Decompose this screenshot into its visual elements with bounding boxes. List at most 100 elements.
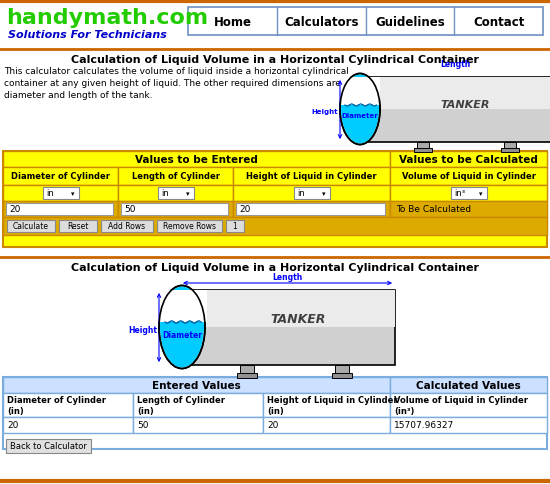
FancyBboxPatch shape (263, 393, 390, 417)
Text: ▾: ▾ (185, 191, 189, 197)
FancyBboxPatch shape (101, 221, 153, 232)
FancyBboxPatch shape (226, 221, 244, 232)
Text: (in): (in) (137, 407, 154, 416)
FancyBboxPatch shape (3, 377, 547, 449)
FancyBboxPatch shape (3, 151, 547, 247)
FancyBboxPatch shape (390, 377, 547, 393)
FancyBboxPatch shape (133, 393, 263, 417)
FancyBboxPatch shape (390, 186, 547, 201)
FancyBboxPatch shape (390, 417, 547, 433)
Text: Height of Liquid in Cylinder: Height of Liquid in Cylinder (246, 172, 377, 181)
Text: 50: 50 (137, 421, 148, 430)
FancyBboxPatch shape (233, 167, 390, 186)
FancyBboxPatch shape (3, 167, 118, 186)
FancyBboxPatch shape (233, 201, 390, 217)
Text: 15707.96327: 15707.96327 (394, 421, 454, 430)
Text: Guidelines: Guidelines (375, 15, 445, 29)
FancyBboxPatch shape (180, 290, 395, 365)
Text: Home: Home (213, 15, 251, 29)
Text: TANKER: TANKER (441, 100, 490, 110)
FancyBboxPatch shape (118, 186, 233, 201)
FancyBboxPatch shape (358, 78, 550, 143)
FancyBboxPatch shape (236, 204, 385, 215)
Text: Height of Liquid in Cylinder: Height of Liquid in Cylinder (267, 396, 398, 405)
FancyBboxPatch shape (3, 151, 390, 167)
FancyBboxPatch shape (233, 186, 390, 201)
Text: Length: Length (440, 60, 470, 69)
Text: TANKER: TANKER (271, 313, 326, 326)
Text: 20: 20 (7, 421, 18, 430)
Text: 20: 20 (239, 205, 250, 214)
FancyBboxPatch shape (294, 188, 329, 199)
FancyBboxPatch shape (263, 417, 390, 433)
FancyBboxPatch shape (416, 143, 428, 151)
Text: in: in (47, 189, 54, 198)
Text: Volume of Liquid in Cylinder: Volume of Liquid in Cylinder (402, 172, 536, 181)
Text: Length of Cylinder: Length of Cylinder (131, 172, 219, 181)
Text: ▾: ▾ (70, 191, 74, 197)
FancyBboxPatch shape (237, 373, 257, 378)
Text: Diameter: Diameter (162, 331, 202, 340)
Text: Add Rows: Add Rows (108, 222, 146, 231)
FancyBboxPatch shape (121, 204, 228, 215)
FancyBboxPatch shape (7, 221, 55, 232)
FancyBboxPatch shape (390, 201, 547, 217)
Text: (in): (in) (267, 407, 284, 416)
FancyBboxPatch shape (157, 188, 194, 199)
Text: Remove Rows: Remove Rows (163, 222, 216, 231)
Text: Length: Length (272, 272, 302, 281)
FancyBboxPatch shape (180, 290, 395, 327)
Text: Values to be Calculated: Values to be Calculated (399, 155, 538, 165)
FancyBboxPatch shape (390, 393, 547, 417)
FancyBboxPatch shape (3, 186, 118, 201)
Text: Diameter: Diameter (342, 113, 378, 119)
FancyBboxPatch shape (3, 201, 118, 217)
FancyBboxPatch shape (118, 201, 233, 217)
FancyBboxPatch shape (133, 417, 263, 433)
FancyBboxPatch shape (390, 167, 547, 186)
Text: This calculator calculates the volume of liquid inside a horizontal cylindrical
: This calculator calculates the volume of… (4, 67, 359, 99)
FancyBboxPatch shape (6, 439, 91, 453)
Text: Back to Calculator: Back to Calculator (9, 441, 86, 451)
Text: ▾: ▾ (322, 191, 325, 197)
FancyBboxPatch shape (3, 217, 547, 236)
Text: ▾: ▾ (478, 191, 482, 197)
FancyBboxPatch shape (6, 204, 113, 215)
Text: 20: 20 (267, 421, 278, 430)
Text: in³: in³ (454, 189, 466, 198)
Bar (340, 78, 380, 106)
FancyBboxPatch shape (3, 417, 133, 433)
Text: 20: 20 (9, 205, 20, 214)
FancyBboxPatch shape (390, 151, 547, 167)
FancyBboxPatch shape (358, 78, 550, 110)
Text: Values to be Entered: Values to be Entered (135, 155, 258, 165)
FancyBboxPatch shape (188, 8, 543, 36)
Text: Calculators: Calculators (284, 15, 359, 29)
FancyBboxPatch shape (501, 149, 519, 152)
Text: Height: Height (128, 326, 157, 335)
Ellipse shape (160, 287, 204, 368)
Text: To Be Calculated: To Be Calculated (396, 205, 471, 214)
FancyBboxPatch shape (504, 143, 516, 151)
FancyBboxPatch shape (59, 221, 97, 232)
Text: Diameter of Cylinder: Diameter of Cylinder (7, 396, 106, 405)
Text: Entered Values: Entered Values (152, 380, 241, 390)
Text: Calculate: Calculate (13, 222, 49, 231)
FancyBboxPatch shape (240, 365, 254, 375)
FancyBboxPatch shape (335, 365, 349, 375)
FancyBboxPatch shape (118, 167, 233, 186)
Text: Diameter of Cylinder: Diameter of Cylinder (11, 172, 110, 181)
Text: 50: 50 (124, 205, 135, 214)
Text: (in³): (in³) (394, 407, 414, 416)
Text: Reset: Reset (67, 222, 89, 231)
Text: Solutions For Technicians: Solutions For Technicians (8, 30, 167, 40)
Text: handymath.com: handymath.com (6, 8, 208, 28)
Text: in: in (162, 189, 169, 198)
Text: Volume of Liquid in Cylinder: Volume of Liquid in Cylinder (394, 396, 528, 405)
FancyBboxPatch shape (157, 221, 222, 232)
Text: Contact: Contact (473, 15, 524, 29)
Text: in: in (298, 189, 305, 198)
Text: Calculation of Liquid Volume in a Horizontal Cylindrical Container: Calculation of Liquid Volume in a Horizo… (71, 262, 479, 272)
Ellipse shape (159, 286, 205, 369)
FancyBboxPatch shape (3, 393, 133, 417)
